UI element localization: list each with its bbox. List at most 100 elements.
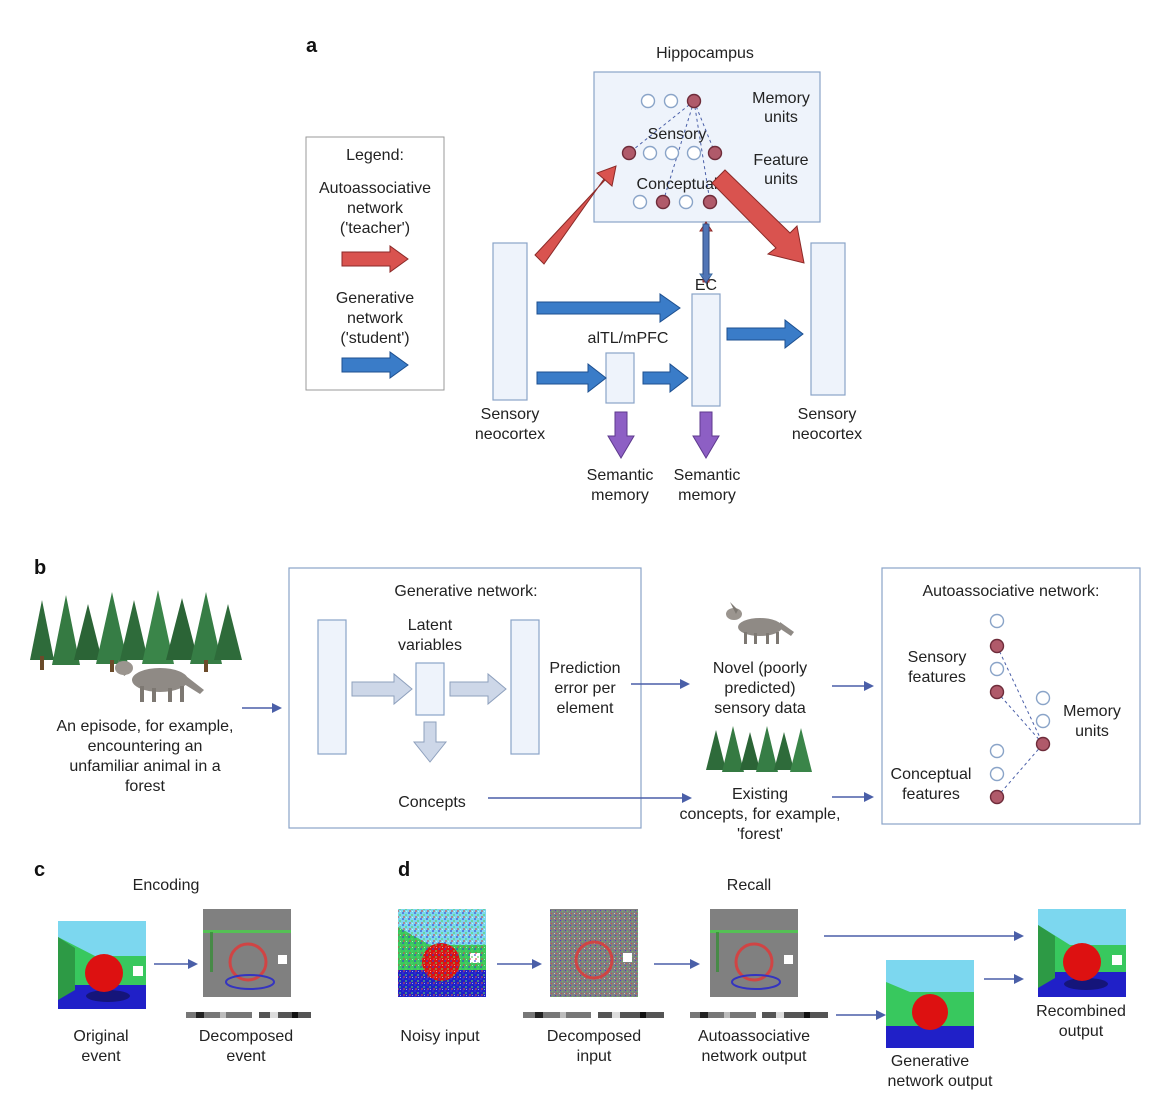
episode-text-1: An episode, for example, [57, 718, 234, 735]
episode-text-2: encountering an [88, 738, 203, 755]
gray-arrow-from-latent [449, 672, 507, 706]
latent-code-strip-d1 [523, 1012, 664, 1018]
panel-label-b: b [34, 557, 46, 579]
legend-teacher-arrow [341, 245, 409, 273]
scene-thumbnail-gen-output [886, 960, 974, 1048]
red-arrow-to-hippocampus [534, 165, 617, 265]
auto-memory-units-1: Memory [1063, 703, 1121, 720]
gen-output-2: network output [888, 1073, 994, 1090]
arrow-head-pred [680, 679, 690, 689]
pred-error-2: error per [554, 680, 616, 697]
legend-auto-2: network [347, 200, 404, 217]
arrow-head-d3 [1014, 931, 1024, 941]
scene-thumbnail-noisy [398, 909, 486, 997]
sensory-label: Sensory [648, 126, 707, 143]
original-event-2: event [81, 1048, 121, 1065]
recombined-2: output [1059, 1023, 1104, 1040]
decomposed-input-2: input [577, 1048, 612, 1065]
arrow-head-existing [864, 792, 874, 802]
recall-title: Recall [727, 877, 771, 894]
altl-box [605, 352, 635, 404]
latent-label-1: Latent [408, 617, 453, 634]
arrow-head-c [188, 959, 198, 969]
sensory-neocortex-left-2: neocortex [475, 426, 545, 443]
arrow-head-d5 [1014, 974, 1024, 984]
arrow-head-d4 [876, 1010, 886, 1020]
legend-gen-1: Generative [336, 290, 414, 307]
gen-input-box [317, 619, 347, 755]
generative-network-frame [288, 567, 642, 829]
hippocampus-links [628, 100, 716, 203]
existing-3: 'forest' [737, 826, 783, 843]
arrow-head-d2 [690, 959, 700, 969]
auto-units [989, 613, 1051, 805]
conceptual-features-2: features [902, 786, 960, 803]
encoding-title: Encoding [133, 877, 200, 894]
auto-memory-units-2: units [1075, 723, 1109, 740]
gen-output-box [510, 619, 540, 755]
wolf-icon-small [726, 602, 794, 644]
blue-arrow-ec-down [699, 223, 713, 284]
sensory-neocortex-left-1: Sensory [481, 406, 540, 423]
existing-1: Existing [732, 786, 788, 803]
altl-label: alTL/mPFC [588, 330, 669, 347]
scene-thumbnail-decomposed-input [550, 909, 638, 997]
sensory-neocortex-left-box [492, 242, 528, 401]
auto-output-1: Autoassociative [698, 1028, 810, 1045]
forest-icon [30, 590, 242, 672]
blue-arrow-neocortex-to-altl [536, 362, 607, 394]
ec-label: EC [695, 277, 717, 294]
hippocampus-title: Hippocampus [656, 45, 754, 62]
legend-title: Legend: [346, 147, 404, 164]
sensory-neocortex-right-box [810, 242, 846, 396]
arrow-head-concepts [682, 793, 692, 803]
novel-1: Novel (poorly [713, 660, 807, 677]
legend-auto-1: Autoassociative [319, 180, 431, 197]
legend-gen-3: ('student') [340, 330, 409, 347]
episode-text-3: unfamiliar animal in a [69, 758, 220, 775]
ec-box [691, 293, 721, 407]
decomposed-event-2: event [226, 1048, 266, 1065]
concepts-label: Concepts [398, 794, 466, 811]
latent-code-strip-c [186, 1012, 311, 1018]
sensory-neocortex-right-1: Sensory [798, 406, 857, 423]
novel-3: sensory data [714, 700, 806, 717]
novel-2: predicted) [724, 680, 795, 697]
scene-thumbnail-recombined [1038, 909, 1126, 997]
purple-arrow-semantic-1 [607, 411, 635, 459]
decomposed-input-1: Decomposed [547, 1028, 641, 1045]
auto-output-2: network output [702, 1048, 808, 1065]
memory-units-label-1: Memory [752, 90, 810, 107]
gray-arrow-to-latent [351, 672, 413, 706]
semantic-memory-2a: Semantic [674, 467, 741, 484]
gray-arrow-to-concepts [412, 721, 448, 763]
decomposed-event-1: Decomposed [199, 1028, 293, 1045]
panel-label-d: d [398, 859, 410, 881]
auto-links [996, 645, 1044, 798]
pred-error-3: element [557, 700, 614, 717]
autoassociative-network-title: Autoassociative network: [923, 583, 1100, 600]
latent-code-strip-d2 [690, 1012, 828, 1018]
episode-text-4: forest [125, 778, 166, 795]
autoassociative-network-frame [881, 567, 1141, 825]
memory-units-label-2: units [764, 109, 798, 126]
wolf-icon [115, 660, 204, 702]
arrow-head-episode [272, 703, 282, 713]
conceptual-features-1: Conceptual [891, 766, 972, 783]
noisy-input-label: Noisy input [400, 1028, 480, 1045]
feature-units-label-1: Feature [753, 152, 808, 169]
generative-network-title: Generative network: [394, 583, 537, 600]
red-arrow-to-neocortex [711, 169, 805, 264]
sensory-features-1: Sensory [908, 649, 967, 666]
panel-label-c: c [34, 859, 45, 881]
existing-2: concepts, for example, [680, 806, 841, 823]
forest-icon-small [706, 726, 812, 772]
feature-units-label-2: units [764, 171, 798, 188]
legend-auto-3: ('teacher') [340, 220, 410, 237]
scene-thumbnail-auto-output [710, 909, 798, 997]
blue-arrow-ec-to-neocortex [726, 318, 804, 350]
arrow-head-d1 [532, 959, 542, 969]
arrow-head-novel [864, 681, 874, 691]
semantic-memory-1b: memory [591, 487, 649, 504]
